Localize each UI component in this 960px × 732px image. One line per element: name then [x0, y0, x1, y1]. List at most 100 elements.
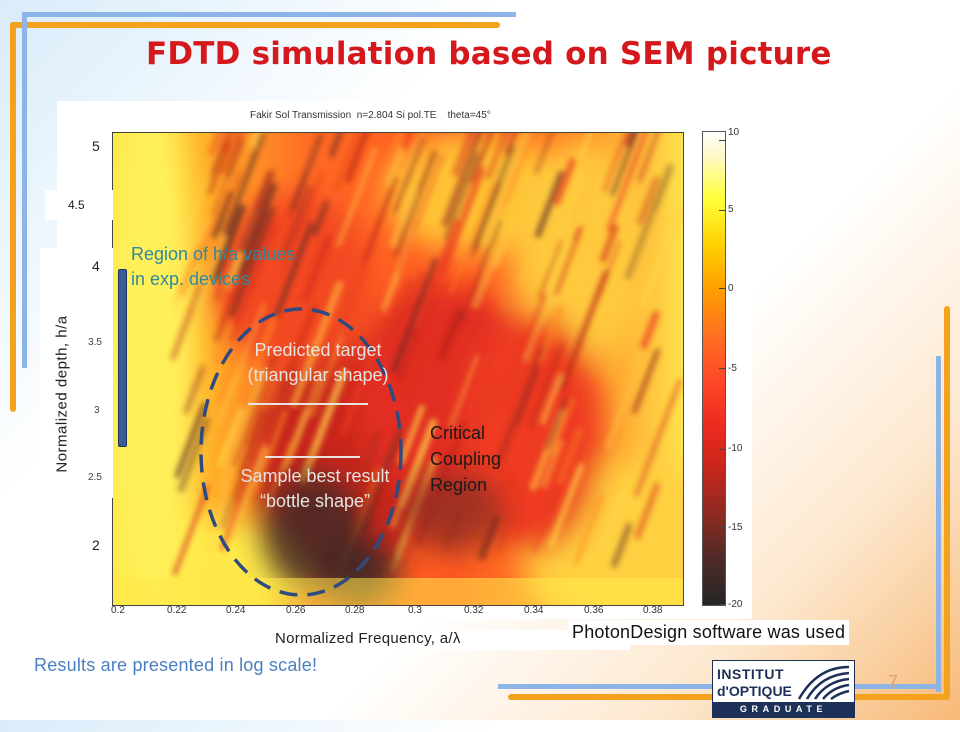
colorbar-tick-label: -10: [728, 443, 743, 454]
x-tick-label: 0.26: [286, 605, 306, 616]
separator-line: [248, 403, 368, 405]
heatmap-streak: [345, 429, 382, 513]
heatmap-streak: [237, 410, 266, 476]
heatmap-streak: [281, 170, 324, 276]
slide-title: FDTD simulation based on SEM picture: [146, 36, 832, 72]
heatmap-streak: [393, 150, 438, 257]
frame-line-blue-right: [936, 356, 941, 692]
frame-line-orange-right: [944, 306, 950, 700]
critical-line-1: Critical: [430, 423, 486, 443]
heatmap-streak: [312, 200, 329, 236]
heatmap-streak: [214, 258, 232, 301]
heatmap-streak: [485, 133, 509, 180]
heatmap-streak: [282, 184, 313, 255]
sample-line-2: “bottle shape”: [259, 491, 371, 511]
heatmap-streak: [610, 133, 638, 197]
logo-line-3: GRADUATE SCHOOL: [713, 702, 854, 729]
heatmap-streak: [205, 195, 226, 243]
exp-region-bar: [118, 269, 127, 447]
heatmap-streak: [222, 133, 266, 237]
heatmap-streak: [172, 485, 210, 576]
heatmap-streak: [211, 204, 246, 282]
heatmap-streak: [515, 368, 540, 426]
region-annotation: Region of h/a values in exp. devices: [131, 242, 295, 292]
heatmap-streak: [385, 279, 414, 340]
x-tick-label: 0.28: [345, 605, 365, 616]
heatmap-streak: [496, 345, 545, 464]
critical-line-3: Region: [430, 475, 488, 495]
heatmap-streak: [628, 213, 661, 289]
heatmap-streak: [532, 476, 565, 553]
heatmap-streak: [492, 218, 516, 270]
heatmap-streak: [274, 222, 314, 319]
y-tick-label: 3.5: [88, 337, 102, 348]
colorbar-tick-mark: [719, 210, 726, 211]
logo-line-2: d'OPTIQUE: [717, 683, 792, 699]
heatmap-streak: [606, 133, 649, 233]
y-tick-label: 4.5: [68, 198, 85, 212]
heatmap-streak: [361, 176, 398, 265]
heatmap-streak: [398, 404, 425, 465]
colorbar-tick-mark: [719, 368, 726, 369]
software-note: PhotonDesign software was used: [568, 620, 850, 645]
frame-line-orange-top: [10, 22, 500, 28]
heatmap-streak: [344, 133, 370, 184]
heatmap-streak: [170, 283, 204, 361]
heatmap-streak: [216, 407, 244, 469]
heatmap-streak: [472, 246, 501, 310]
heatmap-streak: [449, 354, 479, 428]
heatmap-streak: [567, 156, 599, 226]
x-tick-label: 0.2: [111, 605, 125, 616]
heatmap-streak: [606, 457, 624, 498]
heatmap-streak: [608, 322, 632, 379]
heatmap-streak: [228, 219, 278, 342]
heatmap-streak: [238, 170, 275, 254]
heatmap-streak: [540, 373, 563, 425]
heatmap-streak: [183, 365, 206, 415]
y-tick-label: 3: [94, 405, 100, 416]
colorbar-tick-label: 5: [728, 204, 734, 215]
heatmap-streak: [398, 418, 437, 508]
heatmap-streak: [219, 475, 243, 530]
heatmap-streak: [625, 133, 637, 148]
y-tick-label: 5: [92, 138, 100, 154]
x-tick-label: 0.34: [524, 605, 544, 616]
frame-line-blue-left: [22, 12, 27, 368]
heatmap-streak: [252, 409, 288, 496]
heatmap-streak: [518, 248, 536, 287]
heatmap-streak: [637, 133, 661, 183]
heatmap-streak: [205, 141, 231, 195]
heatmap-streak: [389, 190, 417, 248]
logo-lines-icon: [797, 665, 850, 701]
heatmap-streak: [329, 133, 343, 158]
heatmap-streak: [214, 324, 234, 364]
heatmap-streak: [180, 165, 205, 225]
heatmap-streak: [334, 133, 360, 191]
colorbar-tick-mark: [719, 288, 726, 289]
heatmap-streak: [534, 133, 553, 174]
logo-line-1: INSTITUT: [717, 666, 784, 682]
y-axis-label: Normalized depth, h/a: [53, 315, 71, 473]
colorbar-tick-label: -15: [728, 522, 743, 533]
heatmap-streak: [391, 257, 439, 373]
heatmap-streak: [471, 144, 517, 251]
heatmap-streak: [385, 145, 406, 186]
heatmap-streak: [452, 133, 475, 177]
institut-optique-logo: INSTITUT d'OPTIQUE GRADUATE SCHOOL: [712, 660, 855, 729]
predicted-line-2: (triangular shape): [247, 365, 389, 385]
heatmap-streak: [290, 280, 344, 408]
heatmap-streak: [178, 245, 203, 297]
heatmap-streak: [481, 133, 531, 246]
heatmap-streak: [222, 169, 243, 215]
heatmap-streak: [599, 223, 619, 263]
heatmap-streak: [401, 133, 414, 151]
heatmap-streak: [298, 369, 348, 485]
heatmap-streak: [290, 133, 324, 212]
heatmap-streak: [553, 157, 576, 206]
heatmap-streak: [174, 402, 207, 479]
x-axis-label: Normalized Frequency, a/λ: [272, 630, 630, 650]
predicted-line-1: Predicted target: [254, 340, 382, 360]
heatmap-streak: [216, 303, 266, 426]
heatmap-streak: [336, 146, 378, 248]
heatmap-streak: [342, 229, 381, 323]
